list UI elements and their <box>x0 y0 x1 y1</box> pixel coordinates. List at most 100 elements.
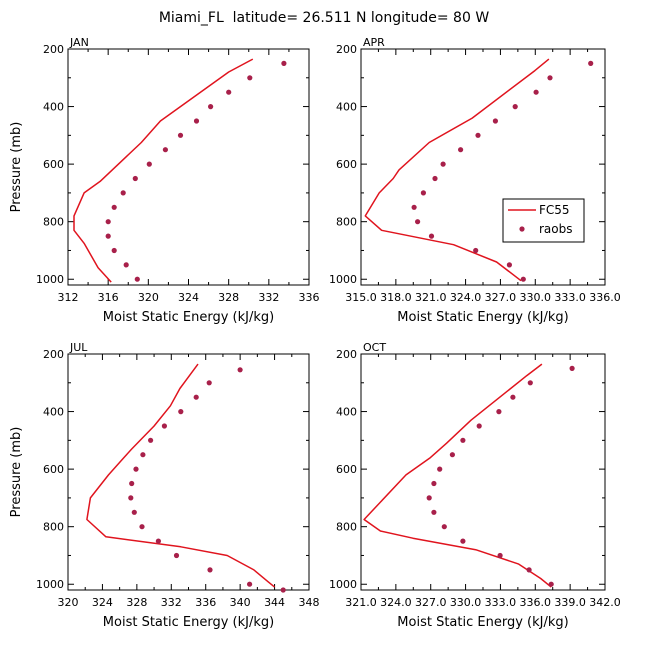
data-point-raobs <box>497 552 503 559</box>
data-point-raobs <box>123 262 129 268</box>
panel-title: APR <box>363 36 385 49</box>
x-tick-label: 348 <box>299 596 320 609</box>
data-point-raobs <box>460 538 466 544</box>
x-tick-label: 342.0 <box>589 596 621 609</box>
x-tick-label: 312 <box>58 291 79 304</box>
data-point-raobs <box>520 276 526 282</box>
x-tick-label: 336.0 <box>520 596 552 609</box>
legend-label-raobs: raobs <box>539 222 573 236</box>
data-point-raobs <box>473 247 479 254</box>
series-line-fc55 <box>73 58 254 283</box>
data-point-raobs <box>431 480 437 487</box>
data-point-raobs <box>281 60 287 66</box>
panel-oct: OCT 321.0 324.0 327.0 330.0 333.0 336.0 339.0 34… <box>329 341 621 630</box>
y-tick-label: 200 <box>43 43 64 56</box>
data-point-raobs <box>155 538 161 544</box>
series-line-fc55 <box>363 363 552 588</box>
y-tick-label: 800 <box>43 216 64 229</box>
x-tick-label: 333.0 <box>554 291 586 304</box>
data-point-raobs <box>588 60 594 66</box>
x-tick-label: 315.0 <box>345 291 377 304</box>
x-tick-label: 330.0 <box>520 291 552 304</box>
legend-frame <box>502 198 585 243</box>
x-tick-label: 327.0 <box>485 291 517 304</box>
data-point-raobs <box>512 104 518 110</box>
data-point-raobs <box>226 89 232 95</box>
plot-frame <box>67 353 310 591</box>
x-tick-label: 324.0 <box>380 596 412 609</box>
data-point-raobs <box>128 495 134 501</box>
data-point-raobs <box>431 509 437 515</box>
data-point-raobs <box>208 104 214 110</box>
plot-frame <box>360 48 606 286</box>
data-point-raobs <box>432 175 438 182</box>
data-point-raobs <box>426 495 432 501</box>
data-point-raobs <box>428 233 435 239</box>
data-point-raobs <box>510 394 516 400</box>
data-point-raobs <box>547 75 553 81</box>
x-tick-label: 327.0 <box>415 596 447 609</box>
y-tick-label: 600 <box>43 463 64 476</box>
data-point-raobs <box>162 147 168 153</box>
data-point-raobs <box>134 276 140 282</box>
y-tick-label: 400 <box>336 406 357 419</box>
data-point-raobs <box>492 118 498 124</box>
data-point-raobs <box>206 380 212 386</box>
data-point-raobs <box>148 437 154 443</box>
y-tick-label: 200 <box>336 43 357 56</box>
data-point-raobs <box>237 367 243 373</box>
legend-marker-raobs <box>519 226 525 232</box>
x-tick-label: 330.0 <box>450 596 482 609</box>
data-point-raobs <box>111 247 117 254</box>
data-point-raobs <box>415 219 421 225</box>
data-point-raobs <box>440 161 446 167</box>
data-point-raobs <box>207 567 213 573</box>
data-point-raobs <box>476 423 482 429</box>
x-axis-label: Moist Static Energy (kJ/kg) <box>397 615 568 630</box>
y-tick-label: 600 <box>43 158 64 171</box>
panel-title: OCT <box>363 341 386 354</box>
data-point-raobs <box>129 480 135 487</box>
x-tick-label: 344 <box>264 596 285 609</box>
series-line-fc55 <box>364 58 550 282</box>
data-point-raobs <box>177 132 184 138</box>
x-tick-label: 339.0 <box>554 596 586 609</box>
x-tick-label: 324.0 <box>450 291 482 304</box>
y-tick-label: 800 <box>336 216 357 229</box>
data-point-raobs <box>133 466 139 472</box>
x-tick-label: 324 <box>92 596 113 609</box>
data-point-raobs <box>460 437 466 443</box>
data-point-raobs <box>411 204 417 210</box>
data-point-raobs <box>496 409 502 415</box>
data-point-raobs <box>131 509 137 515</box>
data-point-raobs <box>437 466 443 472</box>
x-tick-label: 340 <box>230 596 251 609</box>
x-tick-label: 320 <box>138 291 159 304</box>
data-point-raobs <box>420 190 426 196</box>
y-tick-label: 400 <box>336 101 357 114</box>
data-point-raobs <box>193 394 199 400</box>
y-tick-label: 600 <box>336 158 357 171</box>
data-point-raobs <box>146 161 152 167</box>
y-tick-label: 1000 <box>329 273 357 286</box>
data-point-raobs <box>475 132 481 138</box>
data-point-raobs <box>533 89 539 95</box>
legend-label-fc55: FC55 <box>539 203 570 217</box>
data-point-raobs <box>178 409 184 415</box>
y-axis-label: Pressure (mb) <box>9 122 24 213</box>
data-point-raobs <box>105 233 111 239</box>
data-point-raobs <box>111 204 117 210</box>
x-tick-label: 333.0 <box>485 596 517 609</box>
y-tick-label: 200 <box>43 348 64 361</box>
data-point-raobs <box>280 587 286 593</box>
data-point-raobs <box>441 524 447 530</box>
x-tick-label: 318.0 <box>380 291 412 304</box>
y-tick-label: 600 <box>336 463 357 476</box>
x-tick-label: 320 <box>58 596 79 609</box>
x-tick-label: 336 <box>299 291 320 304</box>
panel-title: JAN <box>69 36 89 49</box>
data-point-raobs <box>527 380 533 386</box>
data-point-raobs <box>132 175 138 182</box>
panel-jan: JAN 312 316 320 324 328 332 336 200 400 600 800 1000… <box>9 36 320 325</box>
